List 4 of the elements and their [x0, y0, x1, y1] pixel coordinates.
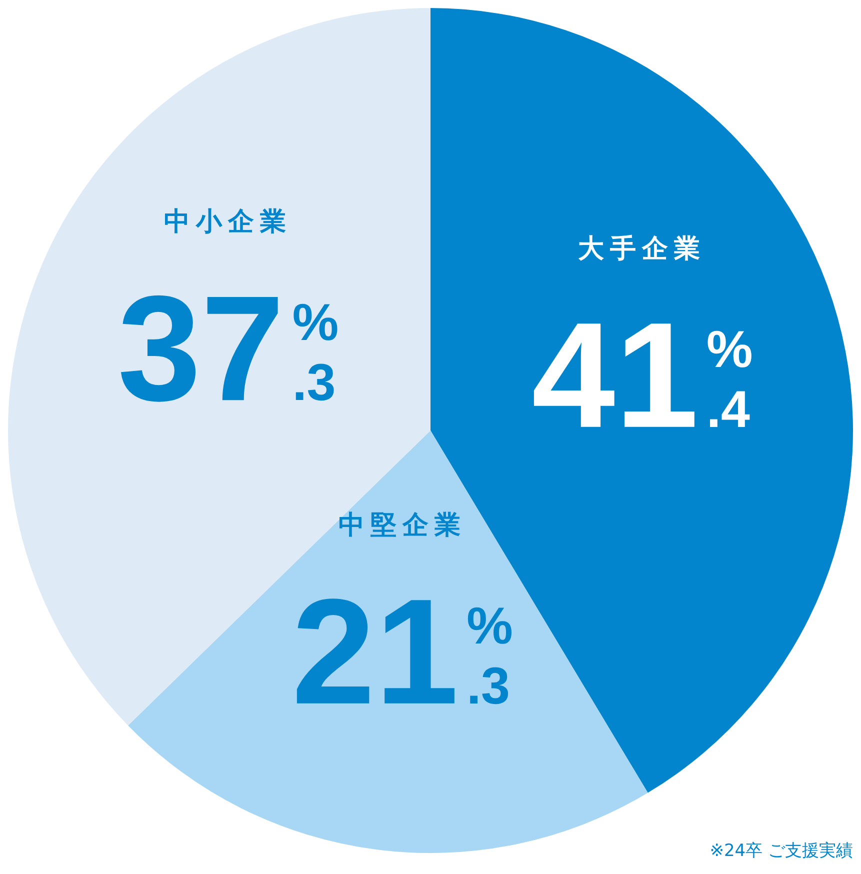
- slice-label: 中小企業: [164, 207, 292, 238]
- text: ※24卒 ご支援実績: [710, 840, 853, 862]
- slice-label: 大手企業: [578, 234, 706, 264]
- slice-label: 中堅企業: [338, 510, 466, 540]
